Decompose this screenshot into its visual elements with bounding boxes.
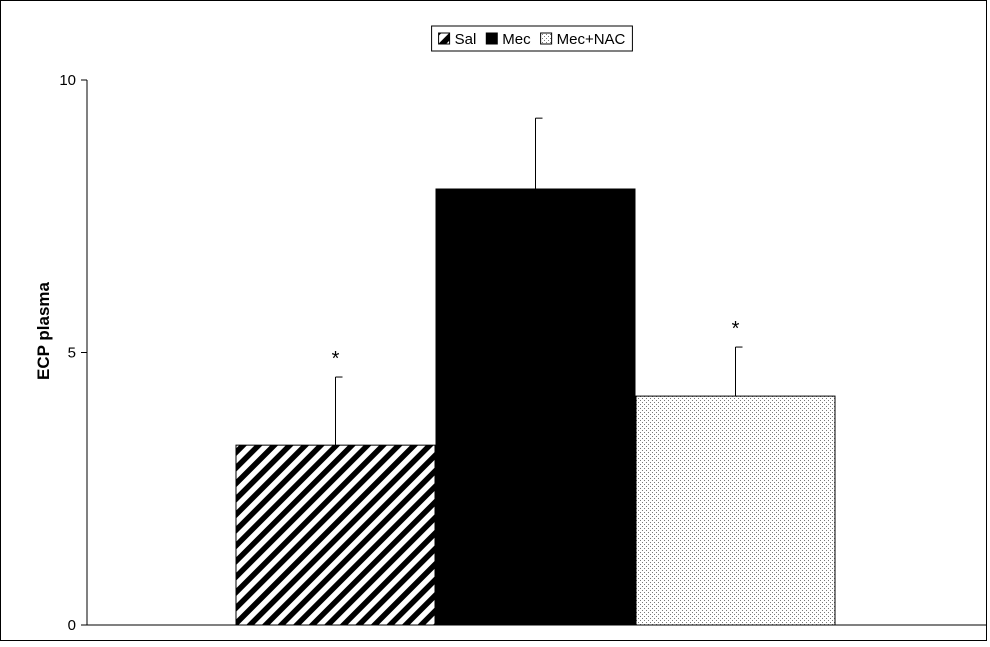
bars: **	[235, 117, 836, 626]
legend-label: Sal	[455, 31, 477, 48]
legend-box	[431, 25, 633, 52]
significance-marker: *	[332, 348, 340, 370]
y-tick-label: 10	[59, 72, 76, 89]
legend-label: Mec	[502, 31, 531, 48]
legend: Sal Mec Mec+NAC	[431, 25, 633, 52]
y-axis-label: ECP plasma	[34, 281, 53, 380]
legend-swatch	[540, 32, 553, 45]
bar-mec-nac	[635, 395, 836, 626]
legend-swatch	[438, 32, 451, 45]
legend-swatch	[485, 32, 498, 45]
y-tick-label: 0	[68, 617, 76, 634]
bar-sal	[235, 444, 436, 626]
legend-label: Mec+NAC	[557, 31, 626, 48]
significance-marker: *	[732, 318, 740, 340]
bar-mec	[435, 188, 636, 626]
y-tick-label: 5	[68, 345, 76, 362]
